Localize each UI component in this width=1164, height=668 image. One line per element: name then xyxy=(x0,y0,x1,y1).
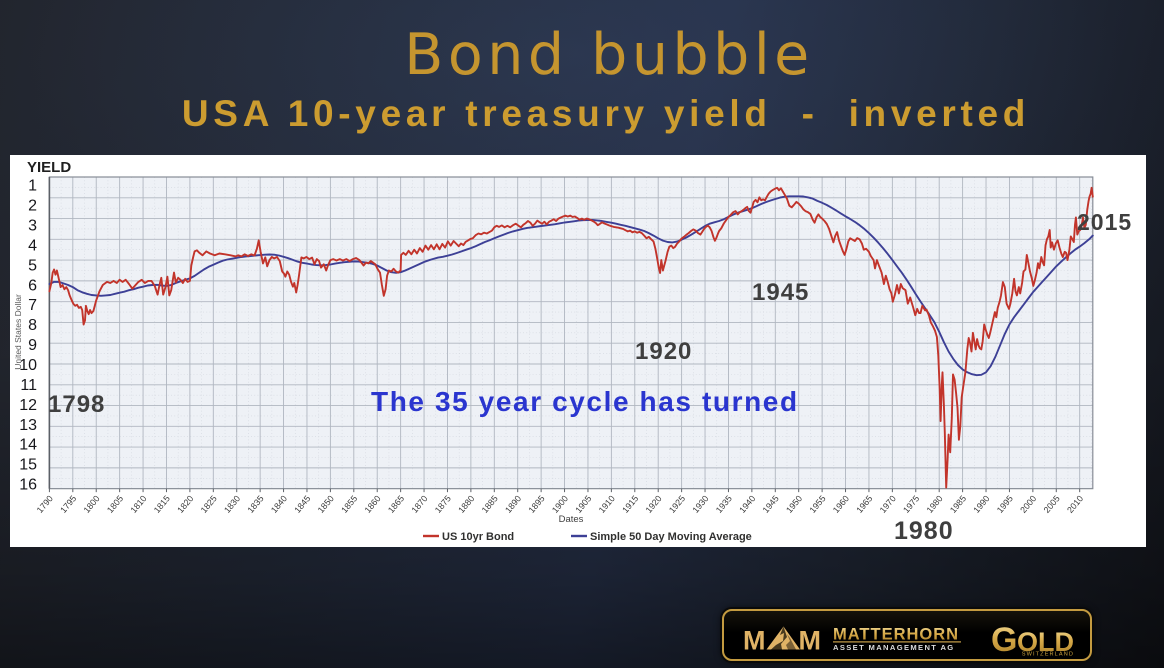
y-tick-label: 2 xyxy=(28,198,37,215)
y-tick-label: 4 xyxy=(28,237,37,254)
monogram-right: M xyxy=(799,626,822,656)
y-tick-label: 8 xyxy=(28,317,37,334)
x-tick-label: 2005 xyxy=(1042,493,1062,515)
x-tick-label: 1955 xyxy=(807,493,827,515)
y-tick-label: 12 xyxy=(19,397,37,414)
x-tick-label: 1895 xyxy=(526,493,546,515)
x-tick-label: 1880 xyxy=(456,493,476,515)
matterhorn-gold-logo: M M MATTERHORN ASSET MANAGEMENT AG G OLD… xyxy=(722,609,1092,661)
x-tick-label: 2010 xyxy=(1065,493,1085,515)
y-tick-label: 10 xyxy=(19,357,37,374)
gold-brand-initial: G xyxy=(991,621,1017,659)
y-tick-label: 13 xyxy=(19,417,37,434)
y-tick-label: 3 xyxy=(28,217,37,234)
annotation-1920: 1920 xyxy=(635,338,693,365)
x-tick-label: 1790 xyxy=(35,493,55,515)
x-tick-label: 1860 xyxy=(363,493,383,515)
x-tick-label: 1935 xyxy=(714,493,734,515)
x-tick-label: 1845 xyxy=(292,493,312,515)
x-tick-label: 1960 xyxy=(831,493,851,515)
y-tick-label: 16 xyxy=(19,477,37,494)
x-tick-label: 1945 xyxy=(761,493,781,515)
legend-label: US 10yr Bond xyxy=(442,531,514,543)
y-tick-label: 6 xyxy=(28,277,37,294)
y-axis-title: YIELD xyxy=(27,159,71,176)
x-tick-label: 1995 xyxy=(995,493,1015,515)
x-tick-label: 1910 xyxy=(597,493,617,515)
logo-graphic: M M MATTERHORN ASSET MANAGEMENT AG G OLD… xyxy=(743,621,1074,659)
annotation-1980: 1980 xyxy=(894,517,954,545)
x-tick-label: 1920 xyxy=(643,493,663,515)
x-tick-label: 1840 xyxy=(269,493,289,515)
x-tick-label: 1855 xyxy=(339,493,359,515)
x-tick-label: 1865 xyxy=(386,493,406,515)
mam-monogram-icon: M M xyxy=(743,626,821,656)
x-tick-label: 1830 xyxy=(222,493,242,515)
annotation-1798: 1798 xyxy=(48,391,106,418)
y-tick-label: 7 xyxy=(28,297,37,314)
x-tick-label: 1900 xyxy=(550,493,570,515)
gold-brand-rest: OLD xyxy=(1017,627,1074,657)
x-tick-label: 1970 xyxy=(878,493,898,515)
x-tick-label: 1825 xyxy=(199,493,219,515)
y-tick-label: 5 xyxy=(28,257,37,274)
annotation-1945: 1945 xyxy=(752,279,810,306)
x-tick-label: 1915 xyxy=(620,493,640,515)
y-tick-label: 14 xyxy=(19,437,37,454)
x-tick-label: 2000 xyxy=(1018,493,1038,515)
switzerland-label: SWITZERLAND xyxy=(1022,652,1074,658)
matterhorn-name: MATTERHORN xyxy=(833,626,959,644)
x-tick-label: 1925 xyxy=(667,493,687,515)
x-tick-label: 1805 xyxy=(105,493,125,515)
x-tick-label: 1890 xyxy=(503,493,523,515)
x-tick-label: 1985 xyxy=(948,493,968,515)
series-us-10yr-bond xyxy=(48,186,1094,489)
x-tick-label: 1815 xyxy=(152,493,172,515)
x-tick-label: 1990 xyxy=(971,493,991,515)
monogram-left: M xyxy=(743,626,766,656)
x-tick-label: 1885 xyxy=(480,493,500,515)
x-tick-label: 1850 xyxy=(316,493,336,515)
slide-subtitle: USA 10-year treasury yield - inverted xyxy=(181,93,1031,134)
x-tick-label: 1870 xyxy=(409,493,429,515)
mountain-shading-icon xyxy=(786,634,796,650)
x-tick-label: 1940 xyxy=(737,493,757,515)
matterhorn-underline xyxy=(833,641,961,643)
annotation-2015: 2015 xyxy=(1077,209,1133,235)
gold-switzerland-wordmark: G OLD SWITZERLAND xyxy=(991,621,1074,659)
y-tick-label: 9 xyxy=(28,337,37,354)
x-tick-label: 1980 xyxy=(924,493,944,515)
x-tick-label: 1835 xyxy=(245,493,265,515)
x-tick-label: 1930 xyxy=(690,493,710,515)
x-tick-label: 1820 xyxy=(175,493,195,515)
asset-management-label: ASSET MANAGEMENT AG xyxy=(833,643,955,652)
x-tick-label: 1975 xyxy=(901,493,921,515)
y-tick-label: 11 xyxy=(20,377,37,394)
x-tick-label: 1965 xyxy=(854,493,874,515)
chart-panel: 1 2 3 4 5 6 7 8 9 10 11 12 13 14 15 16 1790 1795 1800 1805 1… xyxy=(10,155,1146,547)
x-tick-label: 1800 xyxy=(82,493,102,515)
legend-label: Simple 50 Day Moving Average xyxy=(590,531,752,543)
x-tick-label: 1950 xyxy=(784,493,804,515)
y-axis-unit-label: United States Dollar xyxy=(13,294,23,370)
series-moving-average xyxy=(48,195,1094,377)
x-tick-label: 1905 xyxy=(573,493,593,515)
annotation-cycle-turned: The 35 year cycle has turned xyxy=(371,386,799,417)
slide-title: Bond bubble xyxy=(404,22,814,88)
x-tick-label: 1795 xyxy=(58,493,78,515)
y-tick-label: 1 xyxy=(28,178,37,195)
mountain-shading-icon xyxy=(771,626,787,650)
x-tick-label: 1810 xyxy=(128,493,148,515)
matterhorn-wordmark: MATTERHORN ASSET MANAGEMENT AG xyxy=(833,626,961,652)
x-tick-label: 1875 xyxy=(433,493,453,515)
x-axis-title: Dates xyxy=(559,514,584,525)
y-tick-label: 15 xyxy=(19,457,37,474)
